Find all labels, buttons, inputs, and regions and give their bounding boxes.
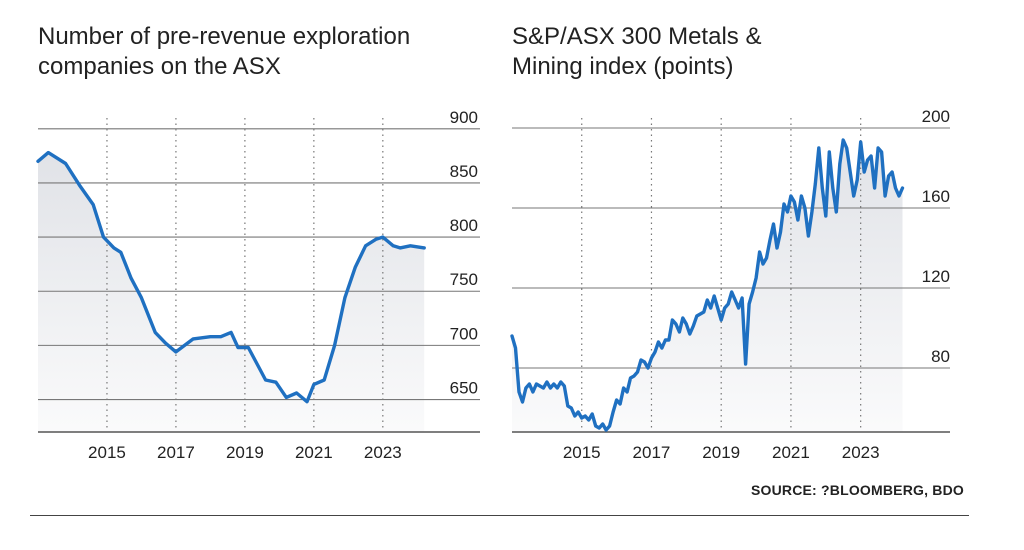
y-tick-label-850: 850 (450, 162, 478, 181)
x-tick-label-2023: 2023 (364, 443, 402, 462)
series-line (510, 138, 905, 432)
y-tick-label-650: 650 (450, 379, 478, 398)
chart-title-right-line-2: Mining index (points) (512, 53, 734, 80)
metals-mining-index-chart: 80 120 160 200 2015 2017 2019 2021 2023 (510, 107, 950, 462)
chart-title-left-line-2: companies on the ASX (38, 53, 281, 80)
x-tick-label-2019: 2019 (226, 443, 264, 462)
series-line (36, 150, 426, 404)
x-tick-label-2017: 2017 (157, 443, 195, 462)
chart-title-left: Number of pre-revenue exploration compan… (38, 22, 410, 82)
x-tick-label-2021: 2021 (772, 443, 810, 462)
y-tick-label-80: 80 (931, 347, 950, 366)
bottom-divider (30, 515, 969, 516)
y-tick-label-900: 900 (450, 108, 478, 127)
x-tick-label-2021: 2021 (295, 443, 333, 462)
source-note: SOURCE: ?BLOOMBERG, BDO (750, 482, 964, 498)
x-tick-label-2015: 2015 (563, 443, 601, 462)
series-area-fill (38, 152, 425, 432)
y-tick-label-200: 200 (922, 107, 950, 126)
chart-title-left-line-1: Number of pre-revenue exploration (38, 23, 411, 50)
y-tick-label-120: 120 (922, 267, 950, 286)
y-tick-label-800: 800 (450, 216, 478, 235)
x-tick-label-2019: 2019 (702, 443, 740, 462)
y-tick-label-700: 700 (450, 324, 478, 343)
y-tick-label-160: 160 (922, 187, 950, 206)
exploration-companies-chart: 650 700 750 800 850 900 2015 2017 2019 2021 2023 (36, 108, 480, 462)
x-tick-label-2023: 2023 (842, 443, 880, 462)
chart-title-right: S&P/ASX 300 Metals & Mining index (point… (512, 22, 761, 82)
series-area-fill (512, 140, 903, 432)
chart-title-right-line-1: S&P/ASX 300 Metals & (512, 23, 762, 50)
x-tick-label-2015: 2015 (88, 443, 126, 462)
x-tick-label-2017: 2017 (633, 443, 671, 462)
y-tick-label-750: 750 (450, 270, 478, 289)
